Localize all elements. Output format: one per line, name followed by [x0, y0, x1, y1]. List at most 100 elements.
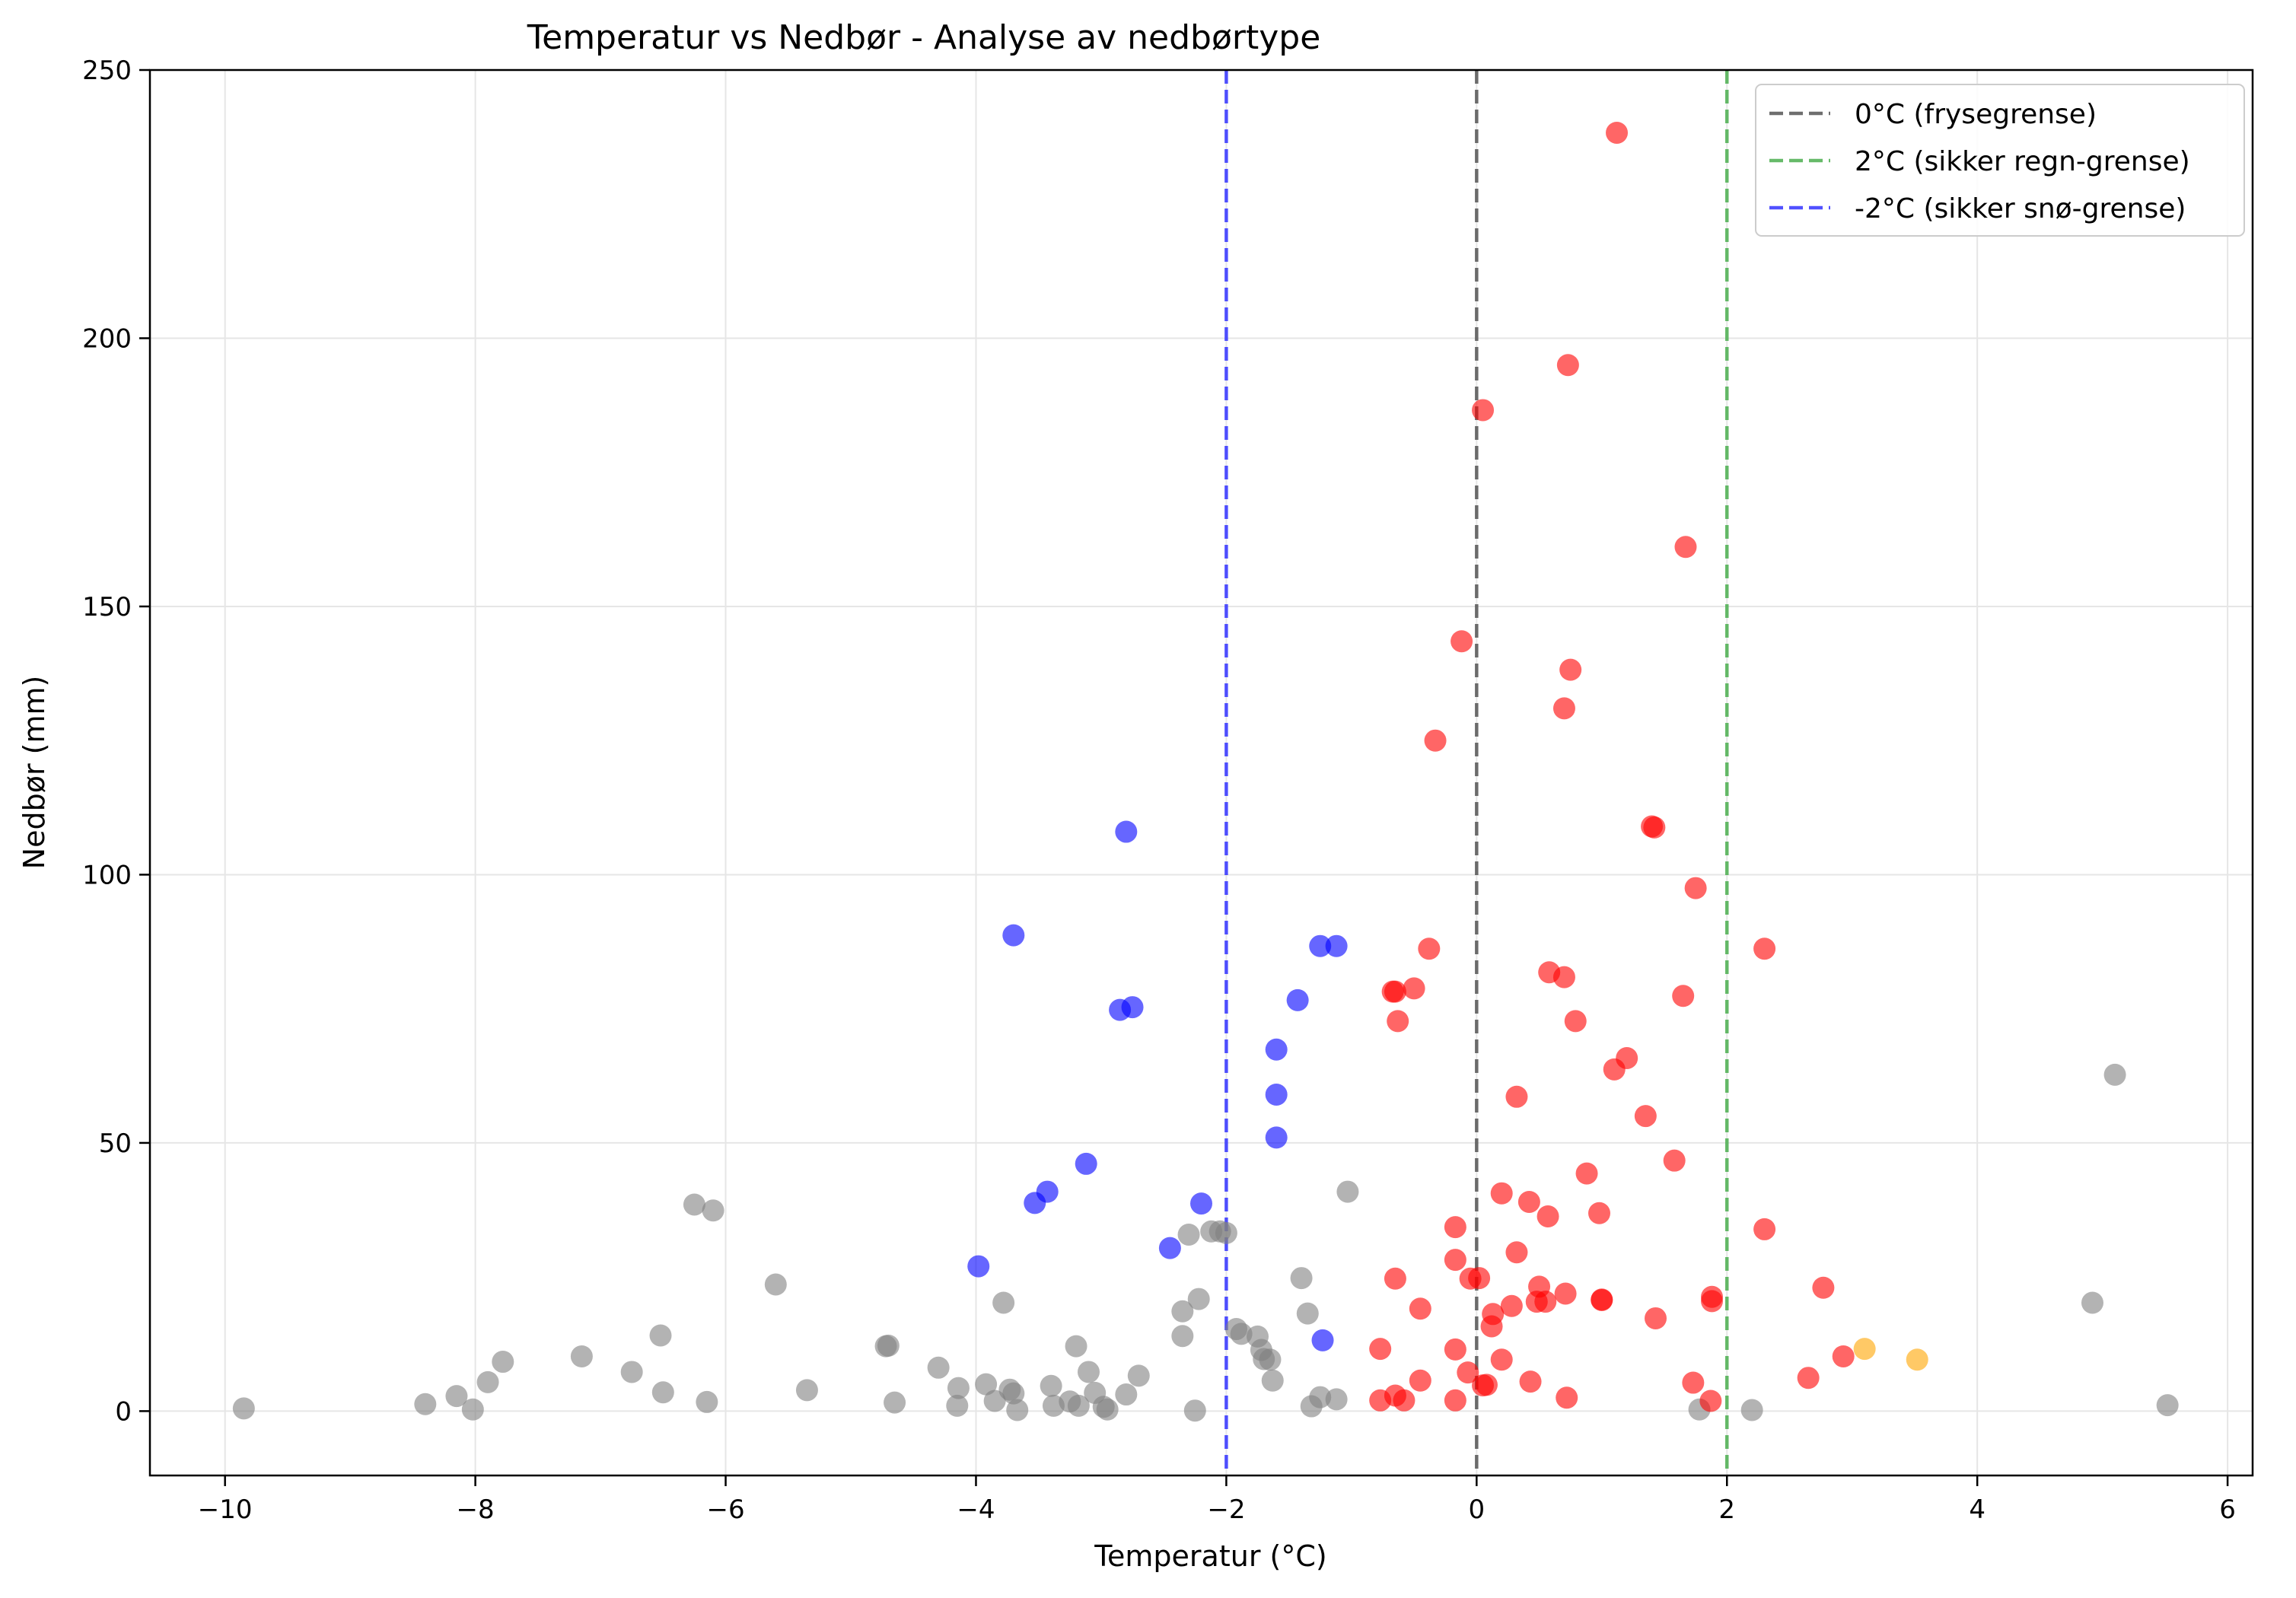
x-tick-label: −6	[706, 1495, 744, 1525]
scatter-point	[492, 1351, 514, 1374]
x-tick-label: 4	[1969, 1495, 1986, 1525]
scatter-point	[1906, 1348, 1928, 1371]
scatter-point	[1067, 1394, 1090, 1417]
scatter-point	[1036, 1180, 1059, 1203]
scatter-point	[1409, 1297, 1431, 1320]
x-tick-label: −8	[457, 1495, 495, 1525]
scatter-point	[1556, 1386, 1578, 1409]
x-tick-label: 6	[2219, 1495, 2236, 1525]
x-tick-label: 2	[1718, 1495, 1735, 1525]
scatter-point	[2081, 1291, 2103, 1314]
scatter-point	[1682, 1371, 1705, 1394]
scatter-point	[1699, 1389, 1722, 1412]
y-tick-label: 100	[82, 860, 132, 890]
scatter-point	[461, 1398, 484, 1421]
y-tick-label: 0	[115, 1396, 132, 1427]
scatter-point	[983, 1389, 1006, 1412]
scatter-point	[1096, 1398, 1119, 1421]
scatter-point	[1265, 1126, 1288, 1149]
legend: 0°C (frysegrense) 2°C (sikker regn-grense…	[1755, 84, 2245, 237]
scatter-point	[1171, 1325, 1194, 1348]
y-tick-label: 200	[82, 323, 132, 354]
scatter-point	[1616, 1047, 1638, 1070]
data-points	[232, 121, 2179, 1422]
scatter-point	[1591, 1288, 1613, 1311]
scatter-point	[1684, 877, 1707, 899]
scatter-point	[1115, 1383, 1138, 1406]
scatter-point	[967, 1255, 990, 1278]
scatter-point	[232, 1397, 255, 1420]
scatter-point	[1259, 1348, 1282, 1371]
scatter-point	[1325, 1388, 1348, 1411]
scatter-point	[1290, 1267, 1313, 1290]
scatter-point	[1444, 1338, 1466, 1361]
scatter-point	[620, 1361, 643, 1383]
scatter-point	[1296, 1302, 1319, 1325]
x-axis-ticks: −10 −8 −6 −4 −2 0 2 4 6	[198, 1475, 2236, 1525]
scatter-point	[1309, 934, 1332, 957]
scatter-point	[702, 1199, 724, 1222]
scatter-point	[1505, 1085, 1528, 1108]
scatter-point	[1369, 1338, 1392, 1361]
scatter-point	[1002, 1382, 1025, 1405]
scatter-point	[1753, 937, 1776, 960]
scatter-point	[1183, 1399, 1206, 1422]
plot-frame	[148, 68, 2254, 1477]
scatter-point	[1672, 985, 1695, 1008]
scatter-point	[1121, 996, 1144, 1019]
scatter-point	[1158, 1237, 1181, 1259]
scatter-point	[1552, 697, 1575, 720]
scatter-point	[884, 1391, 906, 1414]
scatter-point	[1187, 1288, 1210, 1310]
scatter-point	[795, 1379, 818, 1402]
y-tick-label: 50	[99, 1128, 132, 1159]
scatter-point	[1853, 1338, 1876, 1361]
scatter-point	[1171, 1300, 1194, 1323]
y-tick-label: 150	[82, 592, 132, 622]
scatter-point	[1832, 1345, 1855, 1367]
scatter-point	[649, 1324, 672, 1347]
scatter-point	[651, 1381, 674, 1404]
scatter-point	[1190, 1192, 1212, 1215]
scatter-point	[1393, 1389, 1415, 1412]
scatter-point	[570, 1345, 593, 1367]
scatter-point	[2103, 1063, 2126, 1086]
scatter-point	[1065, 1335, 1087, 1358]
reference-lines	[1224, 70, 1729, 1475]
scatter-point	[1409, 1369, 1431, 1392]
scatter-point	[445, 1385, 468, 1408]
scatter-point	[1575, 1162, 1598, 1185]
scatter-point	[1564, 1010, 1587, 1033]
scatter-point	[1403, 977, 1425, 1000]
scatter-point	[1468, 1267, 1491, 1290]
x-tick-label: −2	[1207, 1495, 1245, 1525]
scatter-point	[1490, 1348, 1513, 1371]
scatter-point	[1451, 630, 1473, 653]
scatter-point	[1482, 1303, 1505, 1326]
scatter-point	[1519, 1370, 1542, 1393]
scatter-point	[1472, 399, 1495, 422]
scatter-point	[414, 1393, 437, 1415]
scatter-point	[1040, 1374, 1062, 1397]
legend-label: -2°C (sikker snø-grense)	[1855, 193, 2186, 224]
scatter-point	[2156, 1394, 2179, 1417]
scatter-point	[1444, 1249, 1466, 1272]
scatter-point	[1418, 937, 1441, 960]
scatter-point	[1701, 1285, 1724, 1308]
scatter-point	[1006, 1399, 1029, 1421]
scatter-point	[1587, 1202, 1610, 1224]
scatter-point	[1643, 816, 1666, 839]
scatter-point	[1286, 988, 1309, 1011]
scatter-point	[696, 1390, 718, 1413]
x-tick-label: −10	[198, 1495, 253, 1525]
scatter-point	[877, 1334, 900, 1357]
scatter-point	[1309, 1386, 1332, 1409]
scatter-point	[1215, 1221, 1237, 1244]
scatter-point	[1127, 1364, 1150, 1387]
scatter-point	[1537, 1205, 1559, 1228]
scatter-point	[1552, 966, 1575, 988]
scatter-point	[1230, 1323, 1253, 1345]
scatter-point	[1517, 1190, 1540, 1213]
scatter-point	[1265, 1083, 1288, 1106]
